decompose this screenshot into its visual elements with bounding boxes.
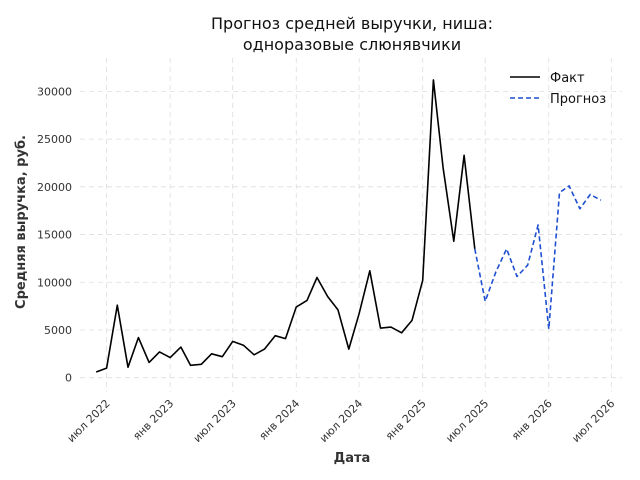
grid [80,58,622,392]
x-tick-label: янв 2023 [130,397,176,443]
y-tick-label: 10000 [37,276,72,289]
x-tick-label: янв 2026 [509,397,555,443]
legend: Факт Прогноз [510,71,606,107]
x-tick-label: янв 2025 [383,397,429,443]
x-tick-label: июл 2025 [443,397,491,445]
x-tick-label: июл 2023 [191,397,239,445]
series-line-fact [95,79,476,373]
y-tick-label: 25000 [37,133,72,146]
series-layer [95,79,602,373]
x-axis-label: Дата [334,451,371,466]
series-line-forecast [474,185,602,330]
chart-title-line-1: Прогноз средней выручки, ниша: [211,14,493,33]
legend-label-fact: Факт [550,71,585,86]
y-tick-label: 5000 [44,324,72,337]
x-tick-label: июл 2024 [317,397,365,445]
y-tick-label: 0 [65,372,72,385]
y-tick-label: 20000 [37,181,72,194]
y-axis-label: Средняя выручка, руб. [14,135,29,309]
x-tick-label: июл 2026 [569,397,617,445]
chart-title-line-2: одноразовые слюнявчики [243,35,461,54]
y-tick-label: 15000 [37,229,72,242]
legend-label-forecast: Прогноз [550,92,606,107]
y-tick-label: 30000 [37,85,72,98]
x-tick-label: июл 2022 [65,397,113,445]
x-tick-label: янв 2024 [257,397,303,443]
